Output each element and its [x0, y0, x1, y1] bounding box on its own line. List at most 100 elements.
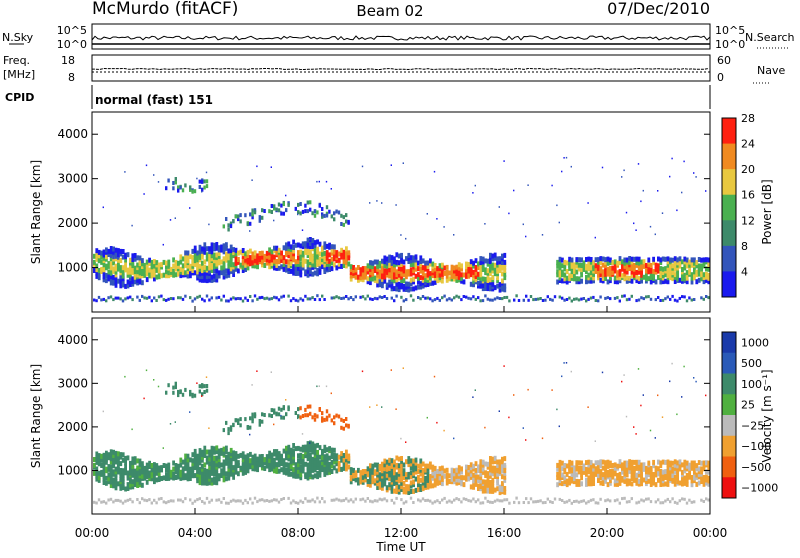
velocity-cell: [102, 465, 106, 471]
velocity-cell: [205, 388, 209, 393]
power-cell: [323, 262, 327, 268]
velocity-cell: [702, 500, 705, 503]
power-cell: [666, 273, 670, 279]
power-cell: [575, 257, 579, 263]
power-cell: [100, 298, 103, 302]
power-cell: [561, 272, 564, 278]
velocity-cell: [138, 501, 141, 505]
power-cell: [253, 263, 257, 269]
velocity-cell: [345, 449, 348, 455]
velocity-cell: [189, 457, 192, 463]
power-cell: [304, 203, 307, 208]
velocity-cell: [503, 470, 507, 476]
power-cell: [179, 259, 183, 265]
velocity-cell: [309, 463, 312, 469]
power-cell: [587, 272, 591, 278]
velocity-cell: [131, 428, 133, 431]
velocity-cell: [477, 483, 480, 489]
velocity-cell: [472, 484, 475, 490]
power-cell: [316, 180, 318, 183]
velocity-cell: [179, 469, 183, 475]
power-cell: [225, 273, 228, 279]
power-cell: [196, 177, 198, 180]
velocity-cell: [496, 480, 499, 486]
power-cell: [129, 257, 132, 263]
velocity-cell: [438, 466, 442, 472]
power-cell: [618, 275, 622, 281]
velocity-cell: [364, 499, 367, 503]
power-cell: [688, 269, 691, 275]
power-cell: [311, 262, 315, 268]
velocity-cell: [222, 459, 226, 465]
velocity-cell: [215, 445, 219, 451]
power-cell: [647, 269, 651, 275]
velocity-cell: [237, 453, 240, 459]
power-cell: [630, 273, 634, 279]
power-cell: [330, 244, 334, 250]
power-cell: [618, 299, 621, 303]
power-cell: [270, 261, 274, 266]
power-cell: [244, 267, 247, 272]
velocity-cell: [352, 500, 355, 504]
velocity-cell: [210, 464, 214, 470]
velocity-cell: [143, 475, 147, 481]
velocity-cell: [112, 457, 115, 463]
power-cell: [318, 241, 322, 247]
power-cell: [383, 259, 387, 265]
power-cell: [467, 262, 471, 267]
velocity-cell: [558, 471, 562, 477]
power-cell: [193, 189, 197, 194]
velocity-cell: [467, 465, 471, 470]
power-cell: [493, 252, 497, 258]
velocity-cell: [486, 480, 490, 486]
power-cell: [102, 249, 106, 255]
power-cell: [342, 296, 345, 300]
power-cell: [287, 253, 291, 259]
power-cell: [659, 257, 663, 263]
power-cell: [441, 296, 444, 300]
velocity-cell: [388, 470, 391, 476]
power-cell: [193, 248, 197, 254]
power-cell: [289, 251, 293, 257]
velocity-cell: [268, 413, 271, 418]
velocity-cell: [697, 469, 701, 475]
velocity-cell: [640, 473, 643, 478]
velocity-cell: [306, 471, 310, 477]
power-cell: [676, 265, 679, 271]
velocity-cell: [575, 499, 578, 503]
velocity-cell: [201, 500, 204, 503]
power-cell: [493, 266, 497, 272]
power-cell: [469, 269, 473, 275]
power-cell: [378, 263, 382, 269]
power-cell: [263, 209, 266, 213]
velocity-cell: [678, 499, 681, 503]
velocity-cell: [203, 462, 207, 468]
power-cell: [683, 276, 687, 282]
power-cell: [294, 271, 298, 276]
power-cell: [577, 276, 581, 282]
velocity-cell: [153, 498, 156, 502]
velocity-cell: [251, 463, 255, 469]
power-cell: [256, 253, 259, 259]
power-cell: [340, 250, 343, 256]
power-cell: [412, 286, 415, 292]
velocity-cell: [301, 454, 305, 459]
velocity-cell: [361, 497, 365, 501]
power-cell: [522, 223, 524, 226]
velocity-cell: [573, 468, 576, 474]
power-cell: [702, 257, 706, 263]
velocity-cell: [280, 467, 283, 473]
velocity-cell: [673, 465, 677, 471]
velocity-cell: [436, 469, 439, 474]
velocity-cell: [258, 419, 261, 423]
power-cell: [556, 269, 559, 275]
velocity-cell: [695, 380, 697, 383]
power-cell: [112, 274, 115, 280]
power-cell: [155, 299, 158, 302]
velocity-cell: [433, 482, 437, 488]
velocity-cell: [249, 464, 252, 470]
velocity-cell: [563, 500, 566, 504]
velocity-cell: [100, 457, 103, 463]
velocity-cell: [659, 472, 663, 478]
power-cell: [234, 297, 237, 301]
